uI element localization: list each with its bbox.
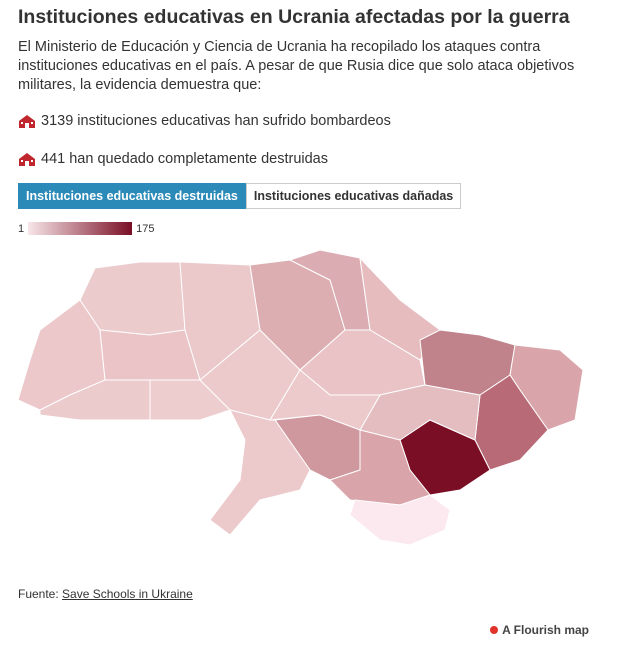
- school-icon: [19, 115, 35, 128]
- source-link[interactable]: Save Schools in Ukraine: [62, 587, 193, 601]
- stat: 441 han quedado completamente destruidas: [18, 151, 328, 167]
- region: [349, 494, 451, 546]
- source: Fuente: Save Schools in Ukraine: [18, 587, 193, 601]
- region: [209, 409, 311, 536]
- tab[interactable]: Instituciones educativas destruidas: [18, 183, 246, 209]
- tab[interactable]: Instituciones educativas dañadas: [245, 183, 462, 209]
- tabs: Instituciones educativas destruidas Inst…: [18, 183, 462, 209]
- title: Instituciones educativas en Ucrania afec…: [18, 6, 570, 28]
- description: El Ministerio de Educación y Ciencia de …: [18, 39, 575, 93]
- map: [17, 249, 584, 546]
- legend-max: 175: [136, 222, 155, 235]
- school-icon: [19, 153, 35, 166]
- region: [149, 379, 231, 421]
- stat: 3139 instituciones educativas han sufrid…: [18, 113, 391, 129]
- stat-text: 3139 instituciones educativas han sufrid…: [41, 113, 391, 129]
- legend-gradient: [28, 222, 133, 235]
- legend-min: 1: [18, 222, 25, 235]
- legend: 1 175: [18, 222, 154, 235]
- stat-text: 441 han quedado completamente destruidas: [41, 151, 328, 167]
- brand[interactable]: A Flourish map: [489, 623, 589, 637]
- region: [99, 329, 201, 381]
- brand-icon: [490, 626, 499, 634]
- source-label: Fuente:: [18, 587, 59, 601]
- brand-text: A Flourish map: [502, 623, 589, 637]
